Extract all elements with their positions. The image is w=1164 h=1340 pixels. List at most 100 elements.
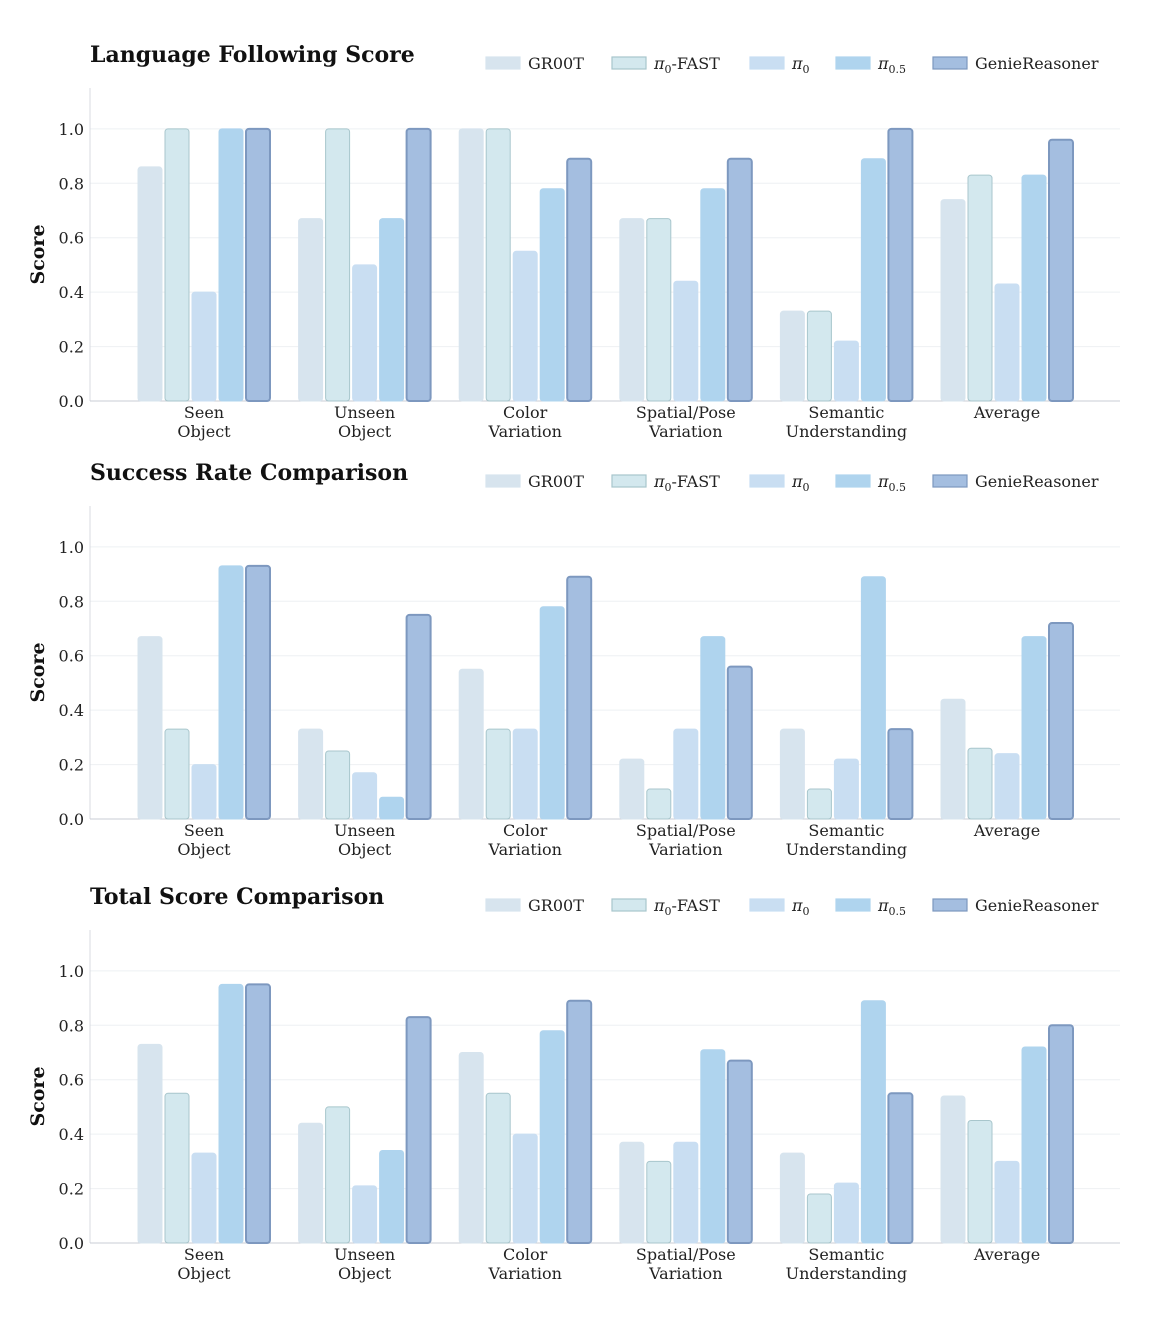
x-tick-label: Understanding [786, 840, 908, 859]
bar-gr00t [779, 1152, 805, 1244]
y-tick-label: 0.0 [59, 810, 84, 829]
legend-swatch [749, 474, 785, 488]
bar-geniereasoner [726, 665, 753, 820]
y-axis-label: Score [27, 1066, 49, 1126]
bar-geniereasoner [726, 1059, 753, 1244]
bar-pi0 [994, 1160, 1020, 1244]
y-tick-label: 0.2 [59, 1180, 84, 1199]
bar-pi05 [700, 636, 726, 820]
x-tick-label: Understanding [786, 422, 908, 441]
x-tick-label: Seen [184, 403, 224, 422]
x-tick-label: Average [973, 821, 1040, 840]
legend-label: π0-FAST [653, 472, 720, 494]
legend-label: π0-FAST [653, 896, 720, 918]
x-tick-label: Semantic [808, 403, 884, 422]
bar-geniereasoner [566, 575, 593, 820]
legend-swatch [932, 898, 968, 912]
legend-swatch [485, 474, 521, 488]
x-tick-label: Spatial/Pose [636, 821, 736, 840]
legend-swatch [611, 474, 647, 488]
x-tick-label: Variation [648, 840, 722, 859]
bar-gr00t [940, 1095, 966, 1244]
x-tick-label: Seen [184, 1245, 224, 1264]
x-tick-label: Variation [487, 1264, 561, 1283]
bar-pi0-fast [806, 310, 832, 402]
y-tick-label: 0.8 [59, 592, 84, 611]
bar-gr00t [458, 128, 484, 402]
x-tick-label: Object [338, 840, 392, 859]
bar-pi0 [673, 728, 699, 820]
y-tick-label: 0.6 [59, 229, 84, 248]
x-tick-label: Seen [184, 821, 224, 840]
bar-pi05 [539, 188, 565, 402]
chart-title: Total Score Comparison [90, 884, 384, 910]
bar-geniereasoner [405, 613, 432, 820]
y-tick-label: 0.0 [59, 392, 84, 411]
legend-label: π0.5 [877, 54, 906, 76]
bar-gr00t [619, 218, 645, 402]
legend-swatch [485, 56, 521, 70]
bar-gr00t [298, 218, 324, 402]
bar-pi0-fast [646, 218, 672, 402]
bar-geniereasoner [245, 983, 271, 1244]
legend-swatch [749, 56, 785, 70]
bar-pi0-fast [806, 1193, 832, 1244]
legend-label: π0.5 [877, 896, 906, 918]
bar-pi0-fast [485, 728, 511, 820]
bar-pi0-fast [164, 728, 190, 820]
y-tick-label: 0.4 [59, 283, 84, 302]
legend-swatch [611, 898, 647, 912]
bar-gr00t [779, 728, 805, 820]
y-tick-label: 0.4 [59, 701, 84, 720]
bar-pi0 [512, 250, 538, 402]
bar-gr00t [619, 1141, 645, 1244]
bar-pi0-fast [325, 1106, 351, 1244]
chart-1: Language Following Score GR00T π0-FAST π0 π0… [27, 42, 1120, 441]
bar-gr00t [619, 758, 645, 820]
bar-pi0-fast [164, 128, 190, 402]
x-tick-label: Average [973, 403, 1040, 422]
bar-gr00t [298, 728, 324, 820]
bar-pi0 [512, 1133, 538, 1244]
legend-label: GR00T [528, 472, 584, 491]
bar-pi05 [539, 1030, 565, 1244]
bar-geniereasoner [726, 157, 753, 402]
bar-pi0 [673, 280, 699, 402]
legend-label: π0 [791, 896, 810, 918]
legend-label: GenieReasoner [975, 54, 1099, 73]
x-tick-label: Spatial/Pose [636, 1245, 736, 1264]
bar-pi0-fast [967, 174, 993, 402]
x-tick-label: Object [177, 1264, 231, 1283]
bar-geniereasoner [1048, 138, 1074, 402]
bar-pi05 [860, 1000, 886, 1244]
x-tick-label: Unseen [334, 403, 395, 422]
bar-pi05 [860, 576, 886, 820]
bar-pi0-fast [485, 128, 511, 402]
bar-gr00t [779, 310, 805, 402]
y-tick-label: 0.6 [59, 647, 84, 666]
x-tick-label: Average [973, 1245, 1040, 1264]
bar-gr00t [940, 199, 966, 402]
y-axis-label: Score [27, 224, 49, 284]
x-tick-label: Variation [487, 422, 561, 441]
legend-label: GR00T [528, 896, 584, 915]
y-tick-label: 1.0 [59, 962, 84, 981]
legend-swatch [835, 56, 871, 70]
x-tick-label: Object [177, 422, 231, 441]
x-tick-label: Semantic [808, 1245, 884, 1264]
bar-pi05 [1021, 174, 1047, 402]
bar-geniereasoner [245, 564, 271, 820]
bar-pi0 [673, 1141, 699, 1244]
legend-label: π0 [791, 54, 810, 76]
bar-geniereasoner [566, 157, 593, 402]
legend-label: π0.5 [877, 472, 906, 494]
x-tick-label: Color [503, 403, 548, 422]
legend-label: GenieReasoner [975, 896, 1099, 915]
bar-pi05 [700, 188, 726, 402]
bar-pi05 [1021, 1046, 1047, 1244]
bar-pi0-fast [806, 788, 832, 820]
bar-pi05 [379, 1149, 405, 1244]
bar-pi0-fast [646, 788, 672, 820]
y-tick-label: 1.0 [59, 538, 84, 557]
